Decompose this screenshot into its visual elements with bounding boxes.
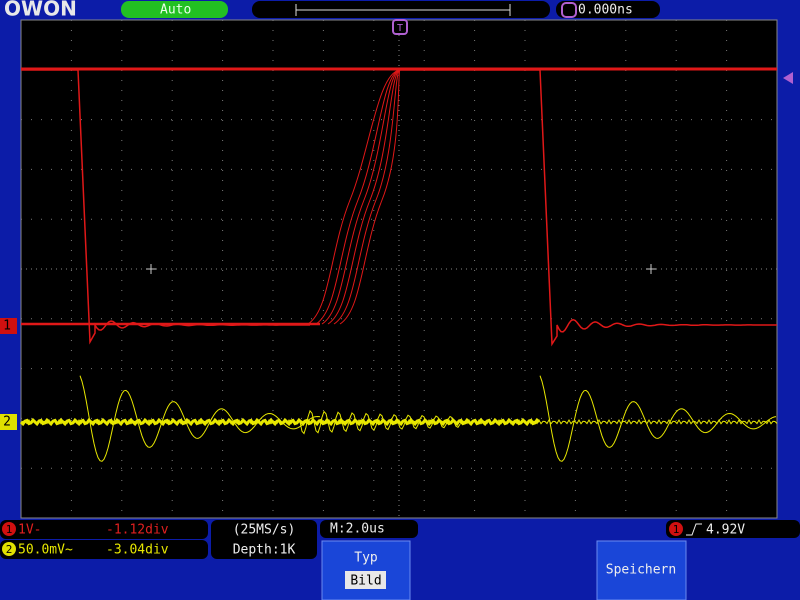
trigger-level: 4.92V: [706, 523, 745, 538]
ch1-edge: [307, 69, 401, 325]
trigger-time: 0.000ns: [578, 3, 633, 18]
trigger-edge-icon: [686, 523, 702, 536]
ch2-ringing: [539, 375, 777, 462]
ch1-edge: [333, 69, 401, 325]
ch1-number: 1: [6, 523, 13, 536]
trigger-icon: [561, 2, 577, 18]
crosshair: [646, 264, 656, 274]
trigger-source-badge: [669, 522, 683, 536]
menu-button[interactable]: Speichern: [596, 540, 687, 600]
ch2-marker: 2: [3, 415, 11, 430]
button-face[interactable]: [596, 540, 687, 600]
ch2-marker-box: [0, 414, 17, 430]
ch2-status-box: [0, 540, 208, 559]
ch1-status-box: [0, 520, 208, 539]
ch2-number: 2: [6, 543, 13, 556]
trigger-source: 1: [673, 523, 680, 536]
ch1-marker: 1: [3, 319, 11, 334]
ch1-edge: [327, 69, 401, 325]
menu-button[interactable]: Typ Bild: [321, 540, 411, 600]
depth: Depth:1K: [233, 543, 296, 558]
graticule: [20, 19, 778, 519]
ch2-offset: -3.04div: [106, 543, 169, 558]
ch1-badge: [2, 522, 16, 536]
sample-rate: (25MS/s): [233, 523, 296, 538]
button-value-box[interactable]: [345, 571, 386, 589]
button-title[interactable]: Speichern: [606, 563, 676, 578]
ch2-ringing: [299, 409, 461, 435]
ch2-ringing: [79, 375, 321, 462]
trigger-marker: T: [397, 23, 403, 34]
trigger-position: [392, 19, 408, 35]
traces: [19, 67, 778, 462]
ch2-scale: 50.0mV~: [18, 543, 73, 558]
trigger-level-marker: [783, 72, 793, 84]
logo: OWON: [4, 0, 77, 21]
button-title[interactable]: Typ: [354, 551, 378, 566]
button-face[interactable]: [321, 540, 411, 600]
acquisition-box: [211, 520, 317, 559]
ch1-trace: [400, 69, 777, 347]
crosshair: [146, 264, 156, 274]
button-value[interactable]: Bild: [350, 574, 381, 589]
timebase: M:2.0us: [330, 522, 385, 537]
timebase-box: [320, 520, 418, 538]
ch1-edge: [339, 69, 401, 325]
mode: Auto: [160, 3, 191, 18]
ch1-scale: 1V-: [18, 523, 41, 538]
ch2-trace: [20, 418, 778, 425]
ch2-badge: [2, 542, 16, 556]
ch1-edge: [321, 69, 401, 325]
ch1-marker-box: [0, 318, 17, 334]
ch1-edge: [315, 69, 401, 325]
mode-box: [121, 1, 228, 18]
trigger-time-box: [556, 1, 660, 18]
ch1-offset: -1.12div: [106, 523, 169, 538]
